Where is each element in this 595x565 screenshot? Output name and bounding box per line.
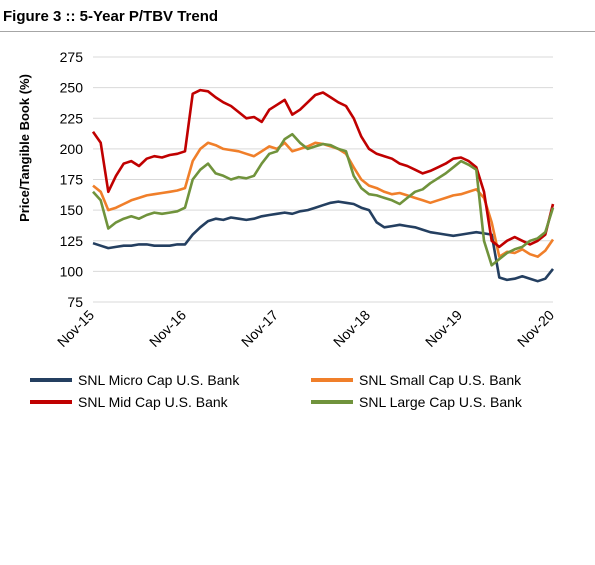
y-tick-label: 250 — [60, 80, 84, 96]
legend-label: SNL Mid Cap U.S. Bank — [78, 394, 228, 410]
y-tick-label: 150 — [60, 202, 84, 218]
legend-label: SNL Small Cap U.S. Bank — [359, 372, 522, 388]
x-tick-label: Nov-19 — [422, 307, 465, 350]
series-line-0 — [92, 200, 555, 283]
x-tick-label: Nov-20 — [514, 307, 557, 350]
y-tick-label: 175 — [60, 172, 84, 188]
title-divider — [0, 31, 595, 32]
y-tick-label: 200 — [60, 141, 84, 157]
x-tick-label: Nov-17 — [238, 307, 281, 350]
legend-label: SNL Large Cap U.S. Bank — [359, 394, 522, 410]
y-tick-label: 275 — [60, 49, 84, 65]
legend-item: SNL Mid Cap U.S. Bank — [30, 394, 228, 410]
legend-item: SNL Large Cap U.S. Bank — [311, 394, 522, 410]
legend-swatch — [311, 378, 353, 382]
y-tick-label: 125 — [60, 233, 84, 249]
series-lines — [91, 88, 555, 283]
legend: SNL Micro Cap U.S. Bank SNL Small Cap U.S… — [30, 372, 570, 416]
series-line-3 — [92, 132, 555, 267]
x-tick-label: Nov-15 — [54, 307, 97, 350]
legend-swatch — [30, 400, 72, 404]
figure-title: Figure 3 :: 5-Year P/TBV Trend — [3, 8, 219, 25]
series-line-2 — [91, 88, 555, 249]
x-tick-label: Nov-18 — [330, 307, 373, 350]
legend-label: SNL Micro Cap U.S. Bank — [78, 372, 240, 388]
gridlines — [93, 56, 553, 303]
legend-item: SNL Small Cap U.S. Bank — [311, 372, 521, 388]
x-axis-ticks: Nov-15 Nov-16 Nov-17 Nov-18 Nov-19 Nov-20 — [54, 307, 557, 350]
legend-swatch — [311, 400, 353, 404]
y-axis-ticks: 275 250 225 200 175 150 125 100 75 — [60, 49, 84, 310]
y-axis-label: Price/Tangible Book (%) — [17, 74, 32, 222]
x-tick-label: Nov-16 — [146, 307, 189, 350]
legend-swatch — [30, 378, 72, 382]
y-tick-label: 100 — [60, 263, 84, 279]
y-tick-label: 225 — [60, 110, 84, 126]
y-tick-label: 75 — [67, 294, 83, 310]
legend-item: SNL Micro Cap U.S. Bank — [30, 372, 239, 388]
